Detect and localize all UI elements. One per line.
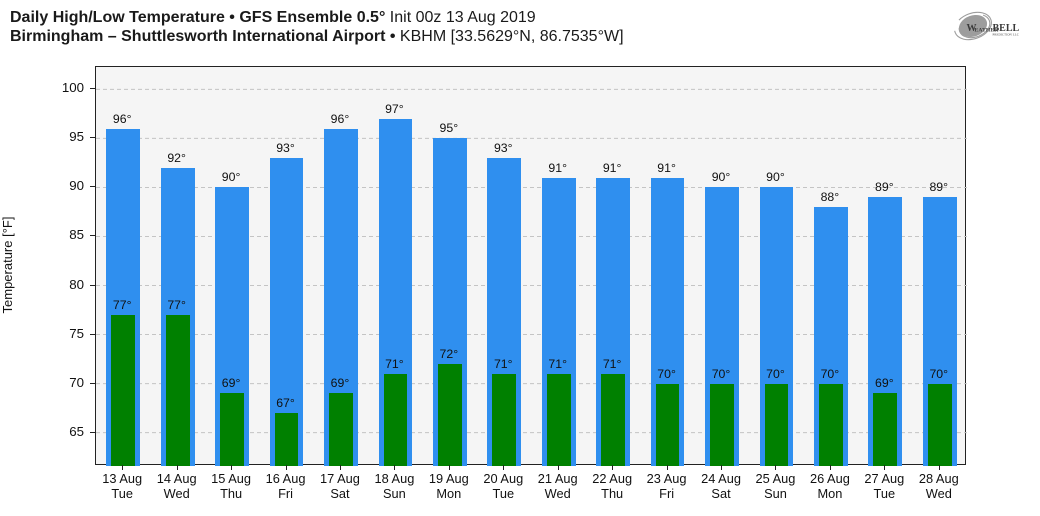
svg-text:PREDICTION LLC: PREDICTION LLC bbox=[993, 32, 1019, 36]
